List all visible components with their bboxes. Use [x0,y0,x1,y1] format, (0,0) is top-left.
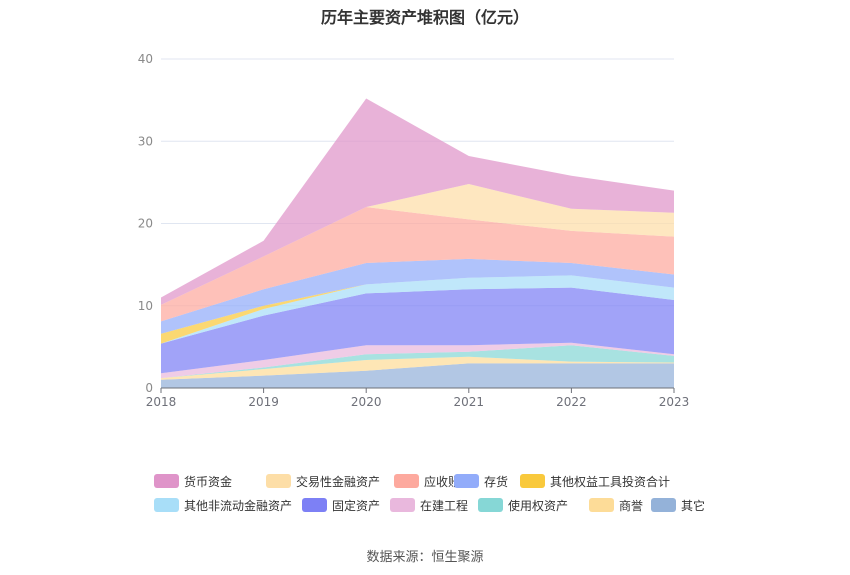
x-tick-label: 2022 [556,395,587,409]
area-series-商誉 [161,356,674,380]
area-series-交易性金融资产 [161,184,674,305]
legend-swatch [266,474,291,488]
area-series-固定资产 [161,287,674,374]
x-tick-label: 2018 [146,395,177,409]
legend-label: 货币资金 [184,474,233,489]
legend-swatch [154,498,179,512]
y-tick-label: 10 [138,299,153,313]
y-tick-label: 20 [138,217,153,231]
legend-item[interactable]: 其它 [651,497,705,513]
legend-label: 在建工程 [420,498,469,513]
legend-label: 交易性金融资产 [296,474,381,489]
legend-label: 其他非流动金融资产 [184,498,293,513]
y-tick-label: 40 [138,52,153,66]
chart-title: 历年主要资产堆积图（亿元） [320,8,529,27]
legend-swatch [394,474,419,488]
area-series-使用权资产 [161,345,674,379]
legend-item[interactable]: 商誉 [589,497,643,513]
legend-item[interactable]: 交易性金融资产 [266,473,380,489]
legend-label: 其他权益工具投资合计 [550,474,671,489]
area-series-存货 [161,258,674,334]
area-series-货币资金 [161,98,674,305]
area-series-其他非流动金融资产 [161,275,674,344]
legend-swatch [651,498,676,512]
legend-item[interactable]: 固定资产 [302,497,380,513]
y-tick-label: 0 [145,381,153,395]
x-tick-label: 2019 [248,395,279,409]
area-series-其它 [161,363,674,388]
x-tick-label: 2020 [351,395,382,409]
area-series-在建工程 [161,342,674,379]
legend-label: 存货 [484,474,509,489]
y-tick-label: 30 [138,134,153,148]
axes: 0 10 20 30 40 2018 2019 2020 2021 2022 2023 [138,52,690,409]
legend-item[interactable]: 其他权益工具投资合计 [520,473,670,489]
x-tick-label: 2023 [659,395,690,409]
legend-swatch [454,474,479,488]
legend-swatch [478,498,503,512]
legend-swatch [589,498,614,512]
legend-label: 商誉 [619,498,644,513]
legend-swatch [390,498,415,512]
legend-item[interactable]: 存货 [454,473,508,489]
legend-swatch [520,474,545,488]
area-series-应收账款 [161,207,674,322]
legend-item[interactable]: 货币资金 [154,473,232,489]
legend-item[interactable]: 其他非流动金融资产 [154,497,292,513]
source-note: 数据来源：恒生聚源 [366,550,484,565]
legend-label: 其它 [681,498,706,513]
area-series [161,98,674,388]
legend-swatch [302,498,327,512]
legend-item[interactable]: 使用权资产 [478,497,568,513]
legend-item[interactable]: 在建工程 [390,497,468,513]
x-tick-label: 2021 [454,395,485,409]
legend-label: 固定资产 [332,498,381,513]
legend-swatch [154,474,179,488]
legend-label: 使用权资产 [508,498,569,513]
